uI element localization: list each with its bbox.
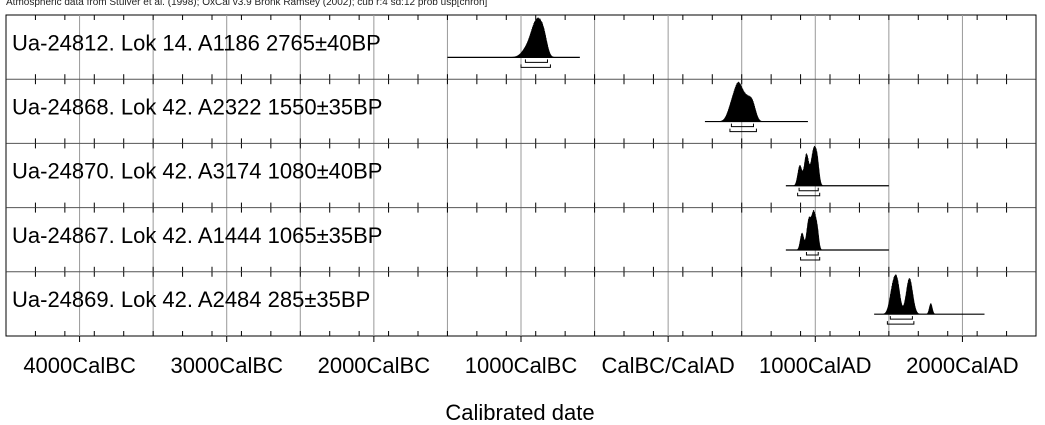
sample-row: Ua-24869. Lok 42. A2484 285±35BP [5, 271, 1037, 336]
probability-distribution [793, 145, 824, 187]
x-tick-label: CalBC/CalAD [602, 353, 735, 378]
range-1sigma-bracket [798, 187, 819, 192]
sample-rows: Ua-24812. Lok 14. A1186 2765±40BP Ua-2486… [5, 15, 1037, 336]
sample-label: Ua-24868. Lok 42. A2322 1550±35BP [12, 95, 382, 120]
sample-row: Ua-24867. Lok 42. A1444 1065±35BP [5, 207, 1037, 272]
probability-distribution [883, 273, 936, 315]
sample-label: Ua-24867. Lok 42. A1444 1065±35BP [12, 223, 382, 248]
grid-lines [79, 15, 963, 336]
range-2sigma-bracket [886, 321, 915, 325]
calibration-data-note: Atmospheric data from Stuiver et al. (19… [6, 0, 488, 8]
range-1sigma-bracket [730, 123, 754, 128]
x-tick-label: 1000CalBC [465, 353, 578, 378]
x-tick-label: 2000CalAD [906, 353, 1019, 378]
sample-row: Ua-24868. Lok 42. A2322 1550±35BP [5, 78, 1037, 144]
probability-distribution [511, 17, 555, 58]
range-1sigma-bracket [805, 251, 819, 256]
sample-row: Ua-24812. Lok 14. A1186 2765±40BP [5, 15, 1037, 80]
x-tick-label: 1000CalAD [759, 353, 872, 378]
range-2sigma-bracket [797, 192, 821, 197]
x-tick-label: 2000CalBC [318, 353, 431, 378]
x-tick-label: 4000CalBC [23, 353, 136, 378]
sample-label: Ua-24870. Lok 42. A3174 1080±40BP [12, 159, 382, 184]
range-1sigma-bracket [889, 316, 913, 320]
sample-label: Ua-24812. Lok 14. A1186 2765±40BP [12, 30, 381, 55]
range-1sigma-bracket [524, 59, 548, 63]
probability-distribution [796, 210, 823, 251]
sample-label: Ua-24869. Lok 42. A2484 285±35BP [12, 287, 370, 312]
probability-distribution [719, 81, 763, 122]
x-tick-label: 3000CalBC [170, 353, 283, 378]
range-2sigma-bracket [800, 256, 821, 261]
sample-row: Ua-24870. Lok 42. A3174 1080±40BP [5, 142, 1037, 208]
x-axis-label: Calibrated date [445, 400, 594, 425]
range-2sigma-bracket [729, 128, 757, 133]
x-axis: 4000CalBC 3000CalBC 2000CalBC 1000CalBC CalB… [23, 336, 1019, 378]
range-2sigma-bracket [520, 64, 551, 68]
